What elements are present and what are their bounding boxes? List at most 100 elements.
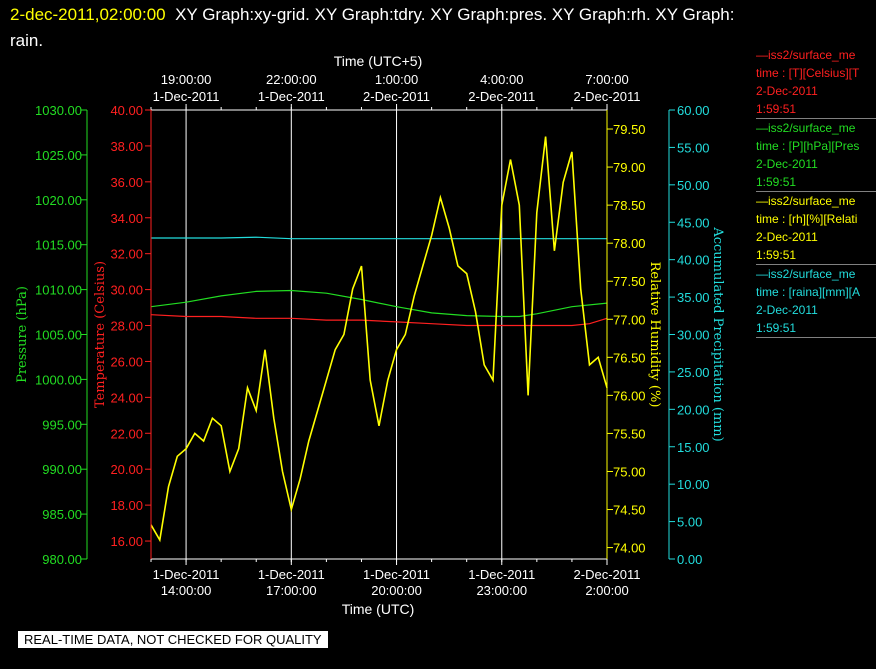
humidity-tick-label: 77.50 [613,274,646,289]
x-tick-label-date: 1-Dec-2011 [468,567,535,582]
legend-line3: 2-Dec-2011 [756,303,818,317]
timestamp: 2-dec-2011,02:00:00 [10,5,166,24]
temperature-axis-title: Temperature (Celsius) [93,261,108,408]
pressure-tick-label: 995.00 [42,417,82,432]
humidity-axis-title: Relative Humidity (%) [647,262,662,408]
precipitation-tick-label: 30.00 [677,328,710,343]
humidity-tick-label: 79.00 [613,160,646,175]
pressure-tick-label: 1000.00 [35,372,82,387]
temperature-tick-label: 28.00 [110,319,143,334]
pressure-series-line [150,289,608,318]
x2-tick-label-time: 19:00:00 [161,72,212,87]
precipitation-tick-label: 55.00 [677,140,710,155]
legend-line1: —iss2/surface_me [756,121,856,135]
x2-tick-label-time: 22:00:00 [266,72,317,87]
pressure-tick-label: 1025.00 [35,148,82,163]
legend-line2: time : [raina][mm][A [756,285,861,299]
x-tick-label-time: 20:00:00 [371,583,422,598]
x-tick-label-time: 23:00:00 [476,583,527,598]
pressure-tick-label: 990.00 [42,462,82,477]
temperature-tick-label: 38.00 [110,139,143,154]
humidity-tick-label: 75.00 [613,464,646,479]
legend-line4: 1:59:51 [756,175,797,189]
x-tick-label-time: 14:00:00 [161,583,212,598]
temperature-tick-label: 20.00 [110,462,143,477]
humidity-tick-label: 76.00 [613,388,646,403]
legend-line4: 1:59:51 [756,102,797,116]
precipitation-tick-label: 15.00 [677,440,710,455]
humidity-tick-label: 78.00 [613,236,646,251]
temperature-tick-label: 40.00 [110,103,143,118]
series-layer [150,136,608,543]
x-axis-label: Time (UTC) [342,601,415,617]
temperature-tick-label: 18.00 [110,498,143,513]
legend-line1: —iss2/surface_me [756,267,856,281]
legend-line3: 2-Dec-2011 [756,84,818,98]
x2-axis-label: Time (UTC+5) [334,53,423,69]
pressure-tick-label: 1015.00 [35,238,82,253]
x-tick-label-date: 1-Dec-2011 [363,567,430,582]
precipitation-tick-label: 45.00 [677,215,710,230]
quality-notice: REAL-TIME DATA, NOT CHECKED FOR QUALITY [18,631,328,648]
precipitation-series-line [151,236,607,240]
precipitation-axis-title: Accumulated Precipitation (mm) [710,226,725,441]
pressure-tick-label: 1005.00 [35,328,82,343]
precipitation-tick-label: 50.00 [677,178,710,193]
pressure-tick-label: 1020.00 [35,193,82,208]
humidity-tick-label: 75.50 [613,426,646,441]
plot-frame [150,109,608,560]
x2-tick-label-date: 1-Dec-2011 [153,89,220,104]
legend-line1: —iss2/surface_me [756,48,856,62]
temperature-tick-label: 30.00 [110,283,143,298]
graph-titles: XY Graph:xy-grid. XY Graph:tdry. XY Grap… [10,5,735,50]
precipitation-tick-label: 60.00 [677,103,710,118]
legend-line4: 1:59:51 [756,248,797,262]
precipitation-tick-label: 0.00 [677,552,702,567]
pressure-tick-label: 1030.00 [35,103,82,118]
x-tick-label-date: 1-Dec-2011 [153,567,220,582]
humidity-tick-label: 79.50 [613,122,646,137]
legend-line1: —iss2/surface_me [756,194,856,208]
x2-tick-label-date: 2-Dec-2011 [468,89,535,104]
precipitation-tick-label: 10.00 [677,477,710,492]
temperature-tick-label: 34.00 [110,211,143,226]
humidity-tick-label: 76.50 [613,350,646,365]
graph-header: 2-dec-2011,02:00:00 XY Graph:xy-grid. XY… [10,2,750,54]
precipitation-tick-label: 40.00 [677,253,710,268]
precipitation-tick-label: 35.00 [677,290,710,305]
x2-tick-label-date: 2-Dec-2011 [363,89,430,104]
legend-line2: time : [P][hPa][Pres [756,139,860,153]
temperature-tick-label: 16.00 [110,534,143,549]
pressure-tick-label: 985.00 [42,507,82,522]
x-tick-label-time: 17:00:00 [266,583,317,598]
x-tick-label-date: 2-Dec-2011 [574,567,641,582]
precipitation-tick-label: 5.00 [677,515,702,530]
x2-tick-label-time: 4:00:00 [480,72,523,87]
temperature-series-line [150,314,608,327]
temperature-tick-label: 22.00 [110,426,143,441]
legend-line2: time : [rh][%][Relati [756,212,858,226]
x2-tick-label-date: 2-Dec-2011 [574,89,641,104]
pressure-axis-title: Pressure (hPa) [15,286,30,383]
humidity-tick-label: 74.50 [613,503,646,518]
humidity-tick-label: 78.50 [613,198,646,213]
humidity-series-line [150,136,608,543]
temperature-tick-label: 36.00 [110,175,143,190]
legend-line3: 2-Dec-2011 [756,230,818,244]
legend-line3: 2-Dec-2011 [756,157,818,171]
precipitation-tick-label: 25.00 [677,365,710,380]
x2-tick-label-time: 7:00:00 [585,72,628,87]
legend-line4: 1:59:51 [756,321,797,335]
pressure-tick-label: 1010.00 [35,283,82,298]
humidity-tick-label: 77.00 [613,312,646,327]
temperature-tick-label: 24.00 [110,390,143,405]
x2-tick-label-time: 1:00:00 [375,72,418,87]
pressure-tick-label: 980.00 [42,552,82,567]
legend-line2: time : [T][Celsius][T [756,66,860,80]
x-tick-label-date: 1-Dec-2011 [258,567,325,582]
